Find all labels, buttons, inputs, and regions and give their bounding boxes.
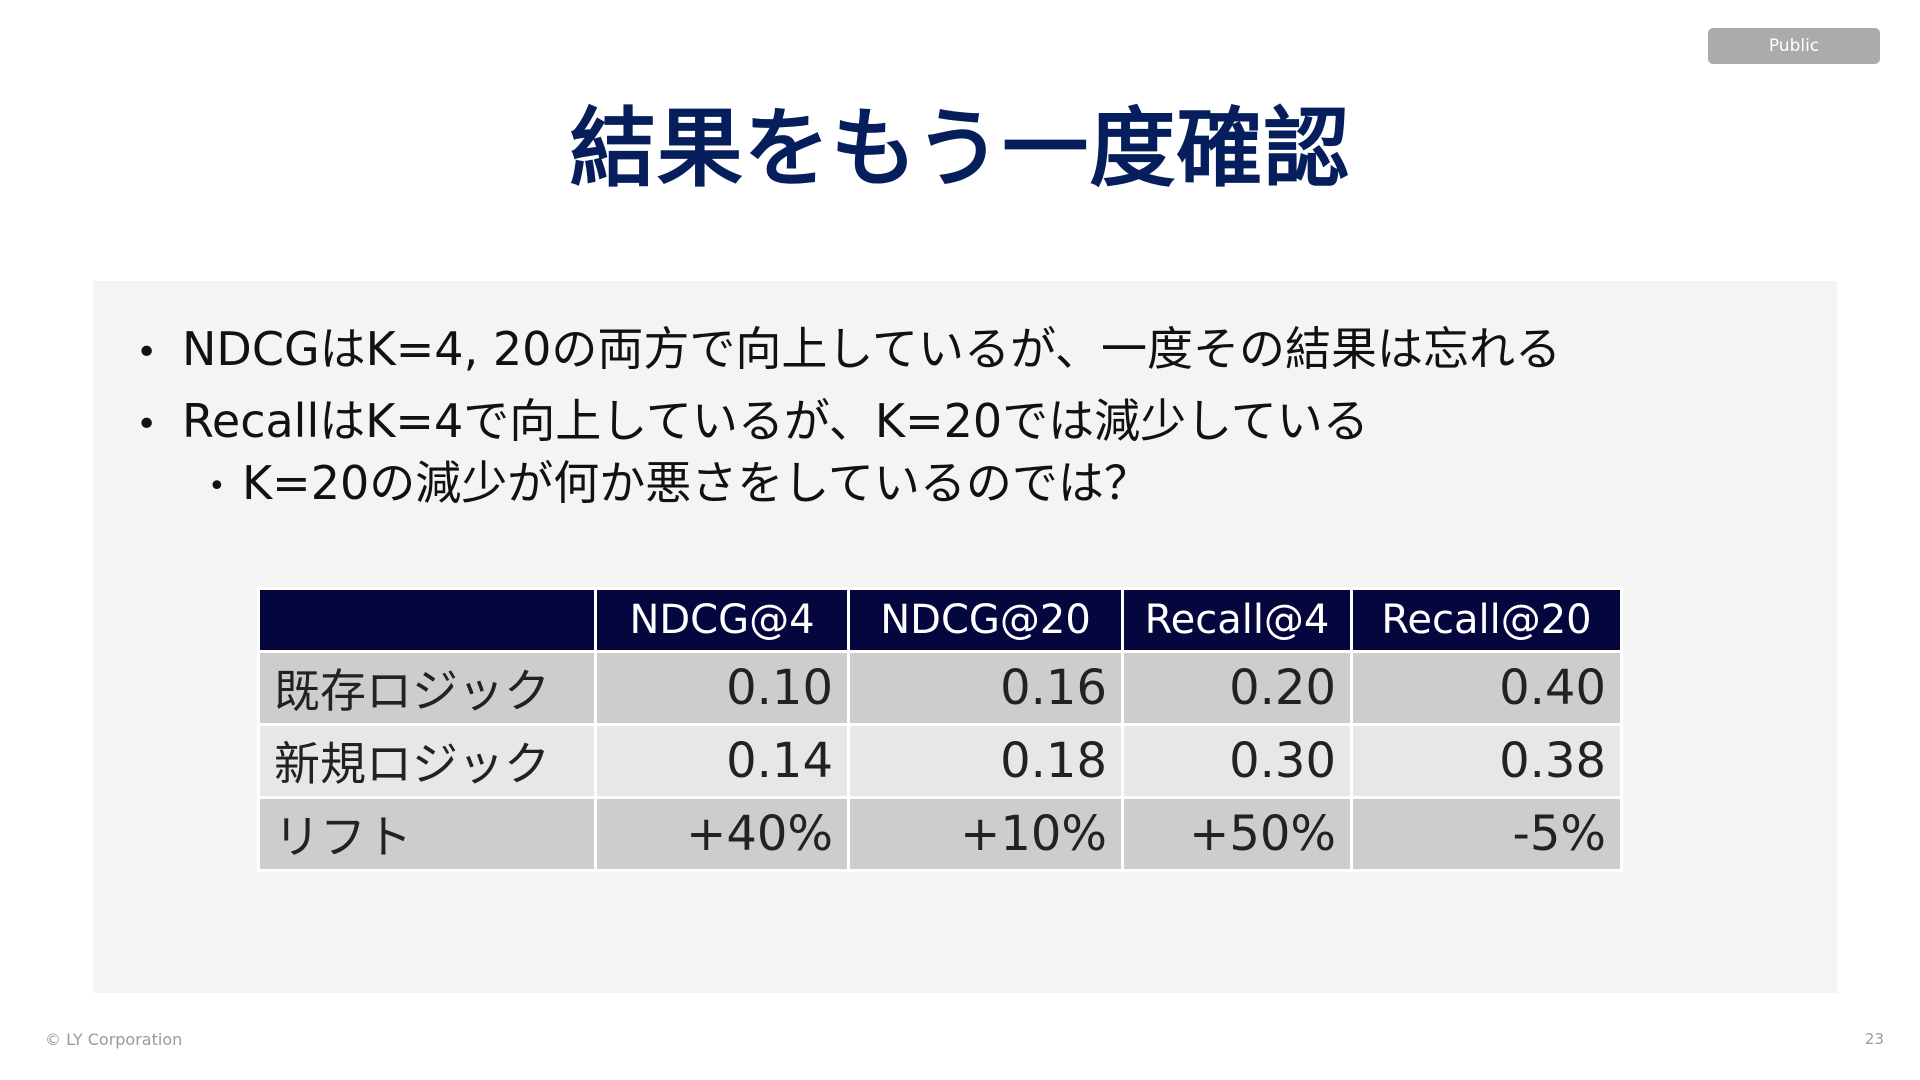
table-cell: 0.20 [1121,650,1353,726]
table-cell: 0.38 [1350,723,1623,799]
slide-title: 結果をもう一度確認 [569,99,1351,199]
header-cell-ndcg4: NDCG@4 [594,587,850,653]
sub-bullet-text: K=20の減少が何か悪さをしているのでは？ [242,456,1150,510]
header-cell-recall4: Recall@4 [1121,587,1353,653]
table-cell: 0.40 [1350,650,1623,726]
table-cell: +40% [594,796,850,872]
table-cell: +50% [1121,796,1353,872]
bullet-icon: • [136,404,158,445]
row-label: 新規ロジック [257,723,597,799]
table-row-existing: 既存ロジック 0.10 0.16 0.20 0.40 [257,650,1623,726]
bullet-icon: • [208,469,226,504]
footer-copyright: © LY Corporation [45,1030,183,1049]
table-cell: 0.10 [594,650,850,726]
table-cell: +10% [847,796,1124,872]
page-number: 23 [1864,1030,1884,1048]
table-cell: -5% [1350,796,1623,872]
bullet-icon: • [136,332,158,373]
table-cell: 0.18 [847,723,1124,799]
table-header-row: NDCG@4 NDCG@20 Recall@4 Recall@20 [257,587,1623,653]
header-cell-ndcg20: NDCG@20 [847,587,1124,653]
bullet-text: NDCGはK=4, 20の両方で向上しているが、一度その結果は忘れる [182,322,1562,376]
table-row-new: 新規ロジック 0.14 0.18 0.30 0.38 [257,723,1623,799]
header-cell-recall20: Recall@20 [1350,587,1623,653]
public-badge: Public [1708,28,1880,64]
bullet-text: RecallはK=4で向上しているが、K=20では減少している [182,394,1369,448]
table-cell: 0.16 [847,650,1124,726]
results-table: NDCG@4 NDCG@20 Recall@4 Recall@20 既存ロジック… [257,587,1623,872]
table-row-lift: リフト +40% +10% +50% -5% [257,796,1623,872]
table-cell: 0.30 [1121,723,1353,799]
sub-bullet-item: • K=20の減少が何か悪さをしているのでは？ [208,447,1150,513]
header-cell-empty [257,587,597,653]
content-panel: • NDCGはK=4, 20の両方で向上しているが、一度その結果は忘れる • Rec… [93,281,1837,993]
bullet-item-recall: • RecallはK=4で向上しているが、K=20では減少している [136,385,1369,451]
row-label: リフト [257,796,597,872]
row-label: 既存ロジック [257,650,597,726]
bullet-item-ndcg: • NDCGはK=4, 20の両方で向上しているが、一度その結果は忘れる [136,313,1561,379]
table-cell: 0.14 [594,723,850,799]
